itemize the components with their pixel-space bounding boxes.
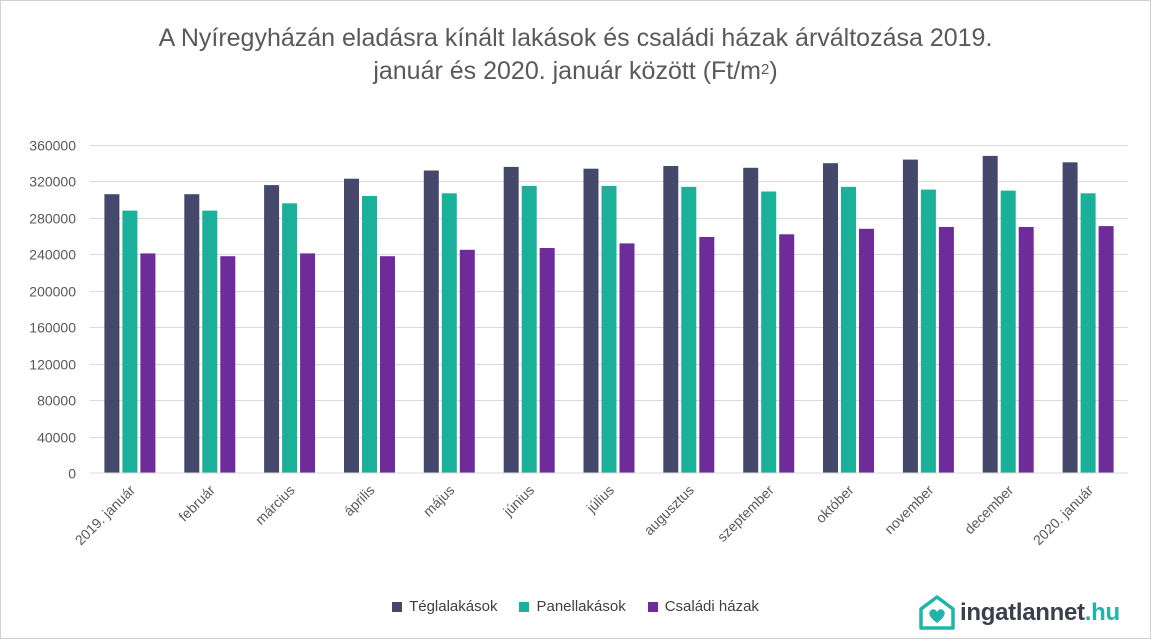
- x-tick-label: július: [583, 482, 618, 517]
- bar-panellakások: [920, 189, 936, 473]
- bar-panellakások: [441, 193, 457, 474]
- legend-label: Családi házak: [664, 598, 759, 615]
- legend-item: Téglalakások: [392, 598, 497, 615]
- bar-családi-házak: [619, 243, 635, 473]
- x-tick-label: október: [812, 482, 857, 527]
- x-tick-label: június: [499, 482, 537, 520]
- bar-panellakások: [761, 191, 777, 473]
- x-tick-label: 2020. január: [1030, 482, 1097, 549]
- x-tick-label: február: [175, 482, 218, 525]
- bar-panellakások: [282, 203, 298, 474]
- x-tick-label: május: [420, 482, 458, 520]
- bars: [104, 155, 1114, 474]
- bar-családi-házak: [539, 248, 555, 473]
- x-tick-label: december: [961, 482, 1017, 538]
- logo-text: ingatlannet.hu: [960, 599, 1120, 626]
- chart-title: A Nyíregyházán eladásra kínált lakások é…: [0, 22, 1151, 88]
- house-heart-icon: [919, 595, 955, 630]
- bar-családi-házak: [300, 253, 316, 473]
- legend-swatch: [392, 601, 403, 612]
- bar-panellakások: [1000, 190, 1016, 473]
- y-tick-label: 280000: [29, 211, 76, 227]
- bar-téglalakások: [344, 178, 359, 473]
- bar-családi-házak: [1018, 227, 1034, 473]
- bar-panellakások: [122, 210, 138, 473]
- y-tick-label: 200000: [29, 284, 76, 300]
- legend-swatch: [519, 601, 530, 612]
- bar-téglalakások: [503, 166, 519, 473]
- bar-panellakások: [362, 196, 377, 473]
- bar-téglalakások: [663, 166, 679, 473]
- bar-téglalakások: [184, 194, 200, 473]
- legend-label: Panellakások: [536, 598, 626, 615]
- bar-családi-házak: [1098, 226, 1114, 473]
- bar-téglalakások: [982, 155, 998, 473]
- bar-panellakások: [1080, 193, 1096, 474]
- bar-téglalakások: [264, 185, 280, 473]
- bar-panellakások: [841, 186, 856, 473]
- bar-panellakások: [521, 186, 537, 473]
- legend-swatch: [647, 601, 658, 612]
- legend: Téglalakások Panellakások Családi házak: [0, 598, 1151, 615]
- chart-title-line2: január és 2020. január között (Ft/m2): [373, 57, 778, 85]
- bar-téglalakások: [743, 167, 759, 474]
- x-axis-ticks: 2019. január február március április május jú…: [72, 482, 1097, 549]
- x-tick-label: augusztus: [641, 482, 697, 538]
- y-tick-label: 360000: [29, 138, 76, 154]
- x-tick-label: 2019. január: [72, 482, 139, 549]
- y-axis-ticks: 0 40000 80000 120000 160000 200000 240000 28000…: [29, 138, 76, 482]
- bar-téglalakások: [423, 170, 439, 473]
- x-tick-label: november: [881, 482, 937, 538]
- x-tick-label: március: [252, 482, 298, 528]
- y-tick-label: 240000: [29, 247, 76, 263]
- x-tick-label: április: [340, 482, 377, 519]
- y-tick-label: 80000: [37, 393, 76, 409]
- y-tick-label: 120000: [29, 357, 76, 373]
- bar-családi-házak: [699, 237, 715, 473]
- bar-panellakások: [681, 186, 697, 473]
- y-tick-label: 0: [68, 466, 76, 482]
- legend-item: Panellakások: [519, 598, 626, 615]
- chart-title-line1: A Nyíregyházán eladásra kínált lakások é…: [158, 24, 993, 52]
- y-tick-label: 160000: [29, 320, 76, 336]
- bar-téglalakások: [1062, 162, 1078, 474]
- bar-téglalakások: [104, 194, 120, 473]
- bar-családi-házak: [140, 253, 156, 473]
- ingatlannet-logo: ingatlannet.hu: [918, 592, 1120, 634]
- bar-családi-házak: [380, 256, 395, 473]
- y-tick-label: 320000: [29, 174, 76, 190]
- bar-panellakások: [202, 210, 218, 473]
- bar-panellakások: [601, 186, 617, 473]
- bar-családi-házak: [938, 227, 954, 473]
- bar-téglalakások: [583, 168, 599, 473]
- legend-item: Családi házak: [647, 598, 759, 615]
- x-tick-label: szeptember: [714, 482, 777, 545]
- bar-családi-házak: [220, 256, 236, 473]
- bar-téglalakások: [902, 159, 918, 473]
- bar-családi-házak: [779, 234, 795, 473]
- legend-label: Téglalakások: [409, 598, 498, 615]
- bar-családi-házak: [459, 249, 475, 473]
- bar-téglalakások: [823, 163, 838, 473]
- bar-családi-házak: [859, 228, 874, 473]
- y-tick-label: 40000: [37, 430, 76, 446]
